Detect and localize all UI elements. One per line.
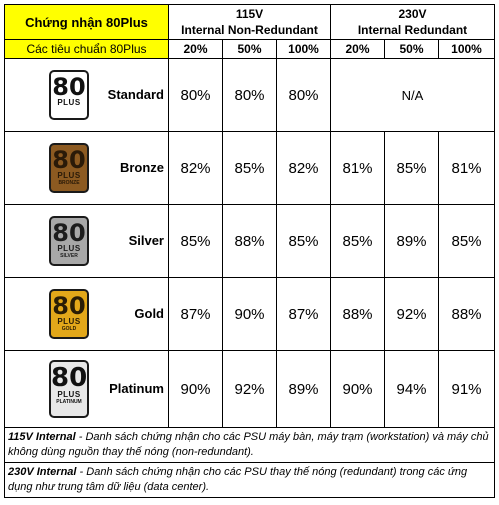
pct-header: 100% — [438, 39, 495, 59]
notes-row: 115V Internal - Danh sách chứng nhận cho… — [4, 427, 495, 463]
product-name: Platinum — [109, 381, 164, 396]
group-header-230v: 230V Internal Redundant — [330, 4, 495, 40]
80plus-gold-logo-icon: 80 PLUS GOLD — [49, 289, 89, 339]
value-cell: 94% — [384, 350, 439, 428]
value-cell: 89% — [276, 350, 331, 428]
value-cell: 85% — [168, 204, 223, 278]
value-cell: 85% — [276, 204, 331, 278]
table-row: 80 PLUS Standard 80% 80% 80% N/A — [4, 58, 495, 132]
table-row: 80 PLUS SILVER Silver 85% 88% 85% 85% 89% … — [4, 204, 495, 278]
value-cell: 87% — [168, 277, 223, 351]
value-cell: 85% — [438, 204, 495, 278]
pct-header: 100% — [276, 39, 331, 59]
80plus-bronze-logo-icon: 80 PLUS BRONZE — [49, 143, 89, 193]
value-cell: 88% — [438, 277, 495, 351]
pct-header: 20% — [330, 39, 385, 59]
product-name: Standard — [107, 87, 164, 102]
product-name: Gold — [134, 306, 164, 321]
table-row: 80 PLUS GOLD Gold 87% 90% 87% 88% 92% 88% — [4, 277, 495, 351]
value-cell: 87% — [276, 277, 331, 351]
value-cell: 91% — [438, 350, 495, 428]
certification-table: Chứng nhận 80Plus 115V Internal Non-Redu… — [4, 4, 495, 498]
table-row: 80 PLUS PLATINUM Platinum 90% 92% 89% 90% … — [4, 350, 495, 428]
group-115v-voltage: 115V — [235, 7, 264, 21]
note-115v: 115V Internal - Danh sách chứng nhận cho… — [4, 427, 495, 463]
value-cell: 82% — [168, 131, 223, 205]
note-text: - Danh sách chứng nhận cho các PSU máy b… — [8, 431, 489, 458]
note-label: 115V Internal — [8, 431, 76, 443]
badge-tier: GOLD — [61, 326, 77, 332]
value-cell: 85% — [222, 131, 277, 205]
value-cell: 80% — [276, 58, 331, 132]
pct-header: 50% — [384, 39, 439, 59]
badge-tier: SILVER — [60, 253, 78, 259]
value-cell: 92% — [222, 350, 277, 428]
value-cell: 80% — [168, 58, 223, 132]
pct-header: 20% — [168, 39, 223, 59]
table-row: 80 PLUS BRONZE Bronze 82% 85% 82% 81% 85% … — [4, 131, 495, 205]
product-cell: 80 PLUS Standard — [4, 58, 169, 132]
notes-row: 230V Internal - Danh sách chứng nhận cho… — [4, 462, 495, 498]
value-cell: 88% — [330, 277, 385, 351]
value-cell: 89% — [384, 204, 439, 278]
value-cell: 90% — [168, 350, 223, 428]
80plus-standard-logo-icon: 80 PLUS — [49, 70, 89, 120]
80plus-platinum-logo-icon: 80 PLUS PLATINUM — [49, 360, 89, 418]
note-230v: 230V Internal - Danh sách chứng nhận cho… — [4, 462, 495, 498]
pct-header: 50% — [222, 39, 277, 59]
badge-tier: PLATINUM — [56, 399, 82, 405]
table-subtitle: Các tiêu chuẩn 80Plus — [4, 39, 169, 59]
group-header-115v: 115V Internal Non-Redundant — [168, 4, 331, 40]
value-cell: 85% — [330, 204, 385, 278]
product-cell: 80 PLUS SILVER Silver — [4, 204, 169, 278]
table-title: Chứng nhận 80Plus — [4, 4, 169, 40]
group-230v-type: Internal Redundant — [357, 23, 468, 37]
na-cell: N/A — [330, 58, 495, 132]
value-cell: 80% — [222, 58, 277, 132]
group-230v-voltage: 230V — [398, 7, 427, 21]
value-cell: 90% — [222, 277, 277, 351]
product-cell: 80 PLUS GOLD Gold — [4, 277, 169, 351]
value-cell: 81% — [330, 131, 385, 205]
product-name: Silver — [128, 233, 164, 248]
value-cell: 88% — [222, 204, 277, 278]
80plus-silver-logo-icon: 80 PLUS SILVER — [49, 216, 89, 266]
group-115v-type: Internal Non-Redundant — [181, 23, 318, 37]
value-cell: 92% — [384, 277, 439, 351]
value-cell: 81% — [438, 131, 495, 205]
value-cell: 85% — [384, 131, 439, 205]
value-cell: 82% — [276, 131, 331, 205]
value-cell: 90% — [330, 350, 385, 428]
note-label: 230V Internal — [8, 466, 77, 478]
product-cell: 80 PLUS BRONZE Bronze — [4, 131, 169, 205]
product-name: Bronze — [119, 160, 164, 175]
product-cell: 80 PLUS PLATINUM Platinum — [4, 350, 169, 428]
note-text: - Danh sách chứng nhận cho các PSU thay … — [8, 466, 468, 493]
badge-tier: BRONZE — [58, 180, 80, 186]
